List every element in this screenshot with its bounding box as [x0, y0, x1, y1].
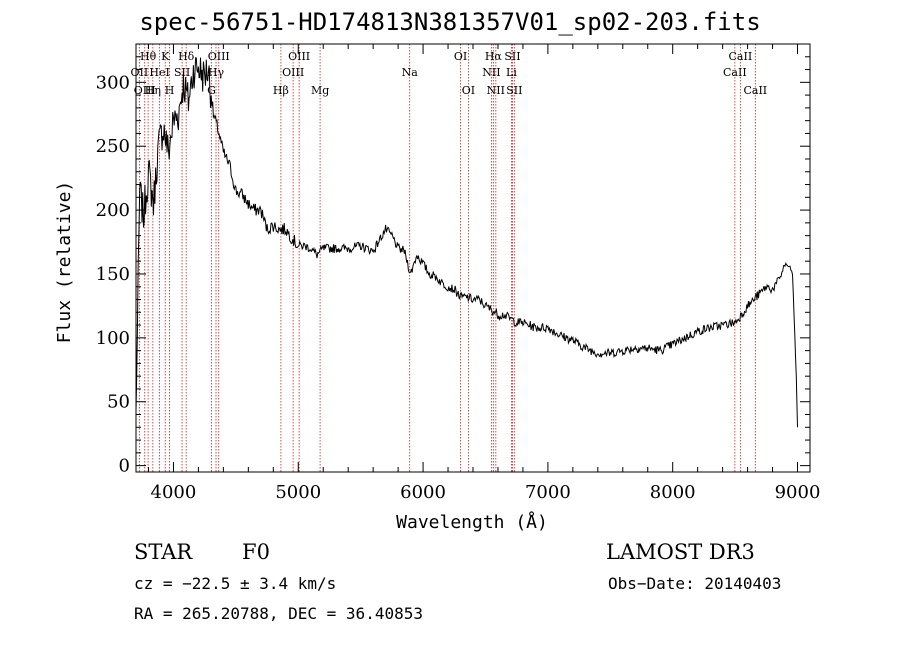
coordinates: RA = 265.20788, DEC = 36.40853 — [134, 604, 423, 623]
line-label: OIII — [282, 66, 304, 79]
survey-name: LAMOST DR3 — [606, 540, 755, 564]
line-label: OIII — [134, 84, 156, 97]
line-label: Hδ — [178, 50, 195, 63]
line-label: Hγ — [208, 66, 225, 79]
observation-date: Obs−Date: 20140403 — [608, 574, 782, 593]
line-label: OI — [462, 84, 475, 97]
line-label: Mg — [311, 84, 329, 97]
line-label: NII — [482, 66, 500, 79]
y-axis-ticks: 0 50 100 150 200 250 300 — [96, 56, 810, 477]
line-label: HeI — [149, 66, 169, 79]
x-tick-label: 5000 — [275, 482, 321, 503]
plot-frame — [135, 43, 811, 473]
y-tick-label: 0 — [119, 456, 130, 477]
y-tick-label: 250 — [96, 136, 130, 157]
chart-title: spec-56751-HD174813N381357V01_sp02-203.f… — [139, 8, 761, 36]
line-label: Hη — [145, 84, 161, 97]
x-axis-ticks: 4000 5000 6000 7000 8000 9000 — [147, 44, 821, 503]
line-label: OII — [131, 66, 149, 79]
line-label: SII — [174, 66, 190, 79]
line-label: NII — [487, 84, 505, 97]
line-label: Hθ — [140, 50, 157, 63]
x-tick-label: 6000 — [400, 482, 446, 503]
line-label: OI — [454, 50, 467, 63]
line-label: OIII — [208, 50, 230, 63]
x-axis-label: Wavelength (Å) — [396, 511, 548, 533]
redshift-velocity: cz = −22.5 ± 3.4 km/s — [134, 574, 337, 593]
line-label: CaII — [729, 50, 753, 63]
y-tick-label: 50 — [107, 392, 130, 413]
y-tick-label: 200 — [96, 200, 130, 221]
line-label: SII — [504, 50, 520, 63]
line-label: Hβ — [273, 84, 289, 97]
line-label: Hα — [485, 50, 503, 63]
spectrum-line — [135, 57, 798, 428]
y-tick-label: 100 — [96, 328, 130, 349]
line-label: K — [161, 50, 170, 63]
line-label: G — [207, 84, 216, 97]
object-type: STAR — [134, 540, 193, 564]
x-tick-label: 7000 — [525, 482, 571, 503]
x-tick-label: 4000 — [151, 482, 197, 503]
subclass: F0 — [242, 540, 270, 564]
emission-line-markers — [138, 44, 756, 472]
line-label: OIII — [288, 50, 310, 63]
line-label: Na — [402, 66, 419, 79]
line-label: H — [165, 84, 175, 97]
line-label: Li — [506, 66, 517, 79]
line-label: SII — [506, 84, 522, 97]
y-tick-label: 150 — [96, 264, 130, 285]
x-tick-label: 8000 — [650, 482, 696, 503]
line-label: CaII — [723, 66, 747, 79]
y-tick-label: 300 — [96, 72, 130, 93]
y-axis-label: Flux (relative) — [54, 181, 75, 344]
line-label: CaII — [743, 84, 767, 97]
x-tick-label: 9000 — [775, 482, 821, 503]
